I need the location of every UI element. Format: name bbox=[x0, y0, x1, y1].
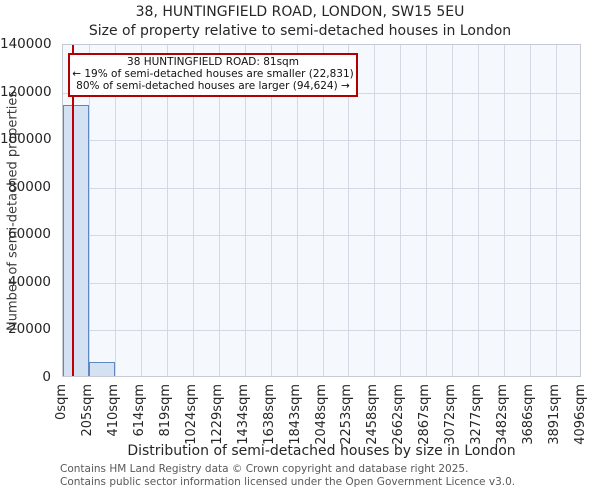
vertical-gridline bbox=[348, 45, 350, 376]
vertical-gridline bbox=[504, 45, 506, 376]
vertical-gridline bbox=[478, 45, 480, 376]
footer-line-2: Contains public sector information licen… bbox=[60, 475, 516, 488]
horizontal-gridline bbox=[63, 235, 580, 237]
chart-title: 38, HUNTINGFIELD ROAD, LONDON, SW15 5EU bbox=[135, 4, 465, 20]
annotation-line-1: 38 HUNTINGFIELD ROAD: 81sqm bbox=[127, 56, 299, 68]
histogram-bar bbox=[88, 361, 115, 376]
annotation-line-2: ← 19% of semi-detached houses are smalle… bbox=[72, 67, 354, 80]
x-tick-label: 0sqm bbox=[54, 384, 69, 420]
vertical-gridline bbox=[114, 45, 116, 376]
vertical-gridline bbox=[322, 45, 324, 376]
histogram-bar bbox=[63, 104, 89, 376]
vertical-gridline bbox=[530, 45, 532, 376]
vertical-gridline bbox=[88, 45, 90, 376]
x-tick-label: 2458sqm bbox=[365, 384, 381, 445]
footer-line-1: Contains HM Land Registry data © Crown c… bbox=[60, 463, 469, 475]
vertical-gridline bbox=[374, 45, 376, 376]
horizontal-gridline bbox=[63, 140, 580, 142]
x-tick-label: 1229sqm bbox=[209, 384, 225, 445]
x-tick-label: 3686sqm bbox=[521, 384, 537, 445]
x-tick-label: 2662sqm bbox=[391, 384, 407, 445]
horizontal-gridline bbox=[63, 330, 580, 332]
x-tick-label: 614sqm bbox=[131, 384, 147, 437]
y-tick-label: 40000 bbox=[8, 273, 51, 290]
vertical-gridline bbox=[218, 45, 220, 376]
x-tick-label: 205sqm bbox=[79, 384, 95, 437]
horizontal-gridline bbox=[63, 187, 580, 189]
vertical-gridline bbox=[452, 45, 454, 376]
chart-subtitle: Size of property relative to semi-detach… bbox=[88, 23, 512, 39]
property-size-marker-line bbox=[72, 45, 75, 376]
plot-area: 38 HUNTINGFIELD ROAD: 81sqm ← 19% of sem… bbox=[62, 44, 581, 377]
x-tick-label: 819sqm bbox=[157, 384, 173, 437]
y-tick-label: 80000 bbox=[8, 178, 51, 195]
vertical-gridline bbox=[166, 45, 168, 376]
x-tick-label: 1434sqm bbox=[235, 384, 251, 445]
x-tick-label: 2867sqm bbox=[417, 384, 433, 445]
vertical-gridline bbox=[270, 45, 272, 376]
y-tick-label: 0 bbox=[42, 369, 51, 385]
vertical-gridline bbox=[426, 45, 428, 376]
vertical-gridline bbox=[556, 45, 558, 376]
annotation-line-3: 80% of semi-detached houses are larger (… bbox=[76, 79, 350, 92]
x-tick-label: 1024sqm bbox=[183, 384, 199, 445]
x-axis-ticks: 0sqm 205sqm 410sqm 614sqm 819sqm 1024sqm 1229s… bbox=[54, 384, 588, 462]
x-tick-label: 1843sqm bbox=[287, 384, 303, 445]
y-tick-label: 100000 bbox=[0, 131, 52, 148]
y-tick-label: 140000 bbox=[0, 36, 52, 52]
x-tick-label: 410sqm bbox=[105, 384, 121, 437]
horizontal-gridline bbox=[63, 282, 580, 284]
vertical-gridline bbox=[296, 45, 298, 376]
vertical-gridline bbox=[400, 45, 402, 376]
x-tick-label: 3891sqm bbox=[547, 384, 563, 445]
vertical-gridline bbox=[244, 45, 246, 376]
y-tick-label: 60000 bbox=[8, 226, 51, 243]
vertical-gridline bbox=[192, 45, 194, 376]
x-tick-label: 1638sqm bbox=[261, 384, 277, 445]
y-tick-label: 120000 bbox=[0, 83, 52, 100]
x-tick-label: 3482sqm bbox=[495, 384, 511, 445]
y-axis-ticks: 0 20000 40000 60000 80000 100000 120000 140000 bbox=[0, 36, 56, 385]
x-tick-label: 3072sqm bbox=[443, 384, 459, 445]
x-tick-label: 2048sqm bbox=[313, 384, 329, 445]
y-tick-label: 20000 bbox=[8, 321, 51, 338]
footer-attribution: Contains HM Land Registry data © Crown c… bbox=[60, 463, 600, 489]
annotation-box: 38 HUNTINGFIELD ROAD: 81sqm ← 19% of sem… bbox=[68, 53, 358, 97]
x-tick-label: 4096sqm bbox=[573, 384, 588, 445]
x-tick-label: 2253sqm bbox=[339, 384, 355, 445]
vertical-gridline bbox=[140, 45, 142, 376]
x-tick-label: 3277sqm bbox=[469, 384, 485, 445]
